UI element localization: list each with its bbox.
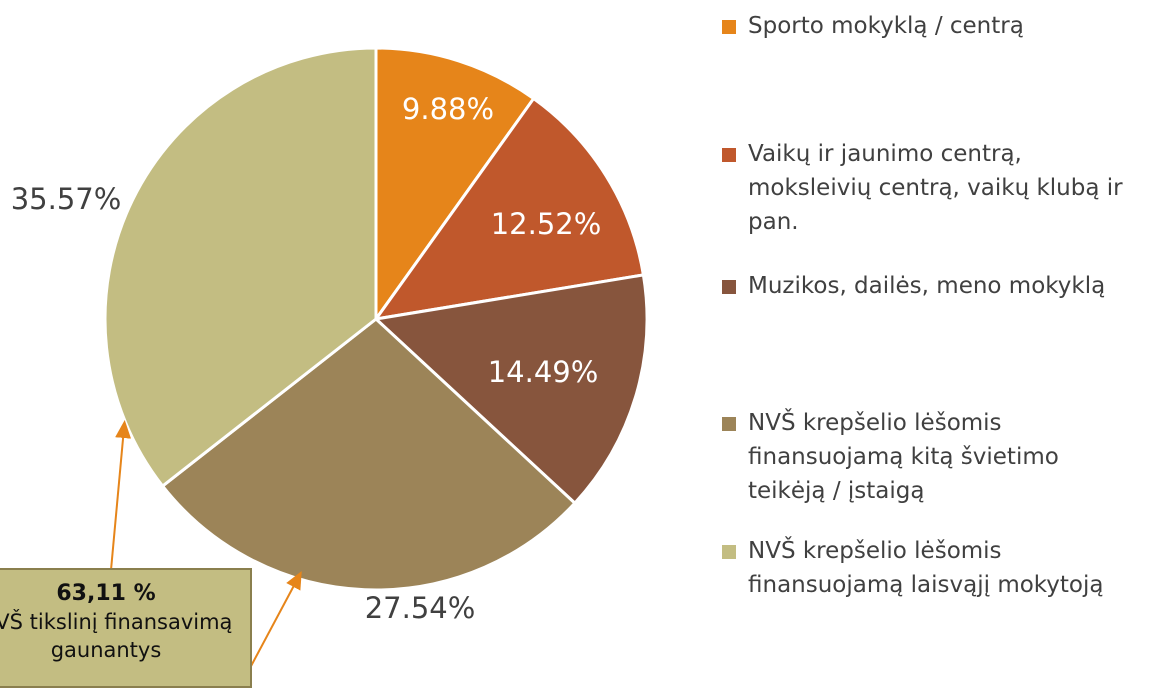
arrow [249,570,302,669]
legend-entry: NVŠ krepšelio lėšomis finansuojamą kitą … [722,406,1142,508]
legend-swatch [722,20,736,34]
annotation-text: NVŠ tikslinį finansavimą gaunantys [0,610,233,662]
annotation-box: 63,11 % NVŠ tikslinį finansavimą gaunant… [0,568,252,688]
legend-label: Vaikų ir jaunimo centrą, moksleivių cent… [748,141,1123,235]
pie-slice [372,96,646,322]
legend-entry: Sporto mokyklą / centrą [722,9,1142,43]
annotation-value: 63,11 % [56,581,156,606]
pie-slice [160,317,577,592]
data-label: 27.54% [365,591,476,625]
legend-label: Muzikos, dailės, meno mokyklą [748,273,1106,299]
legend-entry: NVŠ krepšelio lėšomis finansuojamą laisv… [722,534,1142,602]
legend-entry: Vaikų ir jaunimo centrą, moksleivių cent… [722,137,1142,239]
data-label: 12.52% [491,207,602,241]
legend-swatch [722,417,736,431]
pie-slice [374,46,536,324]
data-label: 9.88% [402,92,494,126]
legend-entry: Muzikos, dailės, meno mokyklą [722,269,1142,303]
pie-slice [103,46,378,489]
legend-swatch [722,545,736,559]
legend-label: Sporto mokyklą / centrą [748,13,1024,39]
data-label: 35.57% [11,182,122,216]
pie-slice [372,273,649,506]
legend-label: NVŠ krepšelio lėšomis finansuojamą laisv… [748,538,1104,598]
legend-swatch [722,148,736,162]
legend-label: NVŠ krepšelio lėšomis finansuojamą kitą … [748,410,1059,504]
legend-swatch [722,280,736,294]
arrow [110,420,132,571]
data-label: 14.49% [488,355,599,389]
